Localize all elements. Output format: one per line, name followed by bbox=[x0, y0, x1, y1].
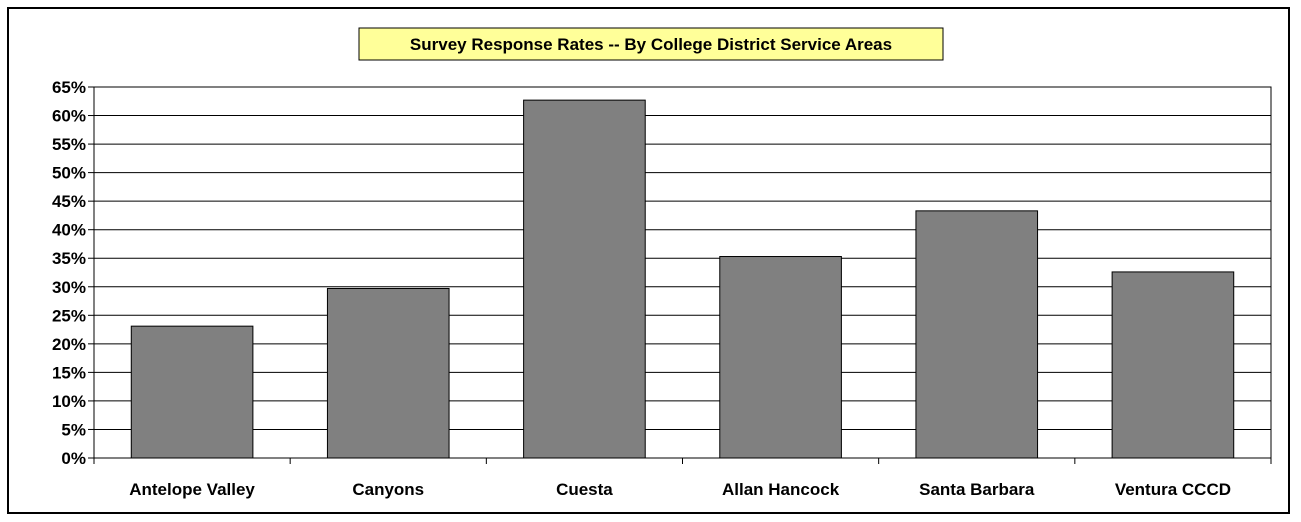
y-tick-label: 35% bbox=[52, 249, 86, 268]
y-tick-label: 20% bbox=[52, 335, 86, 354]
bar bbox=[326, 287, 450, 459]
plot-area-border bbox=[93, 86, 1272, 459]
y-tick-label: 55% bbox=[52, 135, 86, 154]
x-tick-label: Ventura CCCD bbox=[1115, 480, 1231, 499]
y-tick-label: 25% bbox=[52, 306, 86, 325]
x-tick-label: Canyons bbox=[352, 480, 424, 499]
y-tick-labels: 0% 5% 10% 15% 20% 25% 30% 35% 40% 45% 50% 55% 60% 65% bbox=[52, 78, 86, 468]
x-tick-labels: Antelope Valley Canyons Cuesta Allan Hancoc… bbox=[129, 480, 1231, 499]
x-tick-label: Antelope Valley bbox=[129, 480, 255, 499]
y-tick-label: 0% bbox=[61, 449, 86, 468]
grid-lines bbox=[94, 86, 1271, 459]
axes bbox=[88, 86, 1272, 464]
bar bbox=[523, 99, 646, 459]
y-tick-label: 60% bbox=[52, 107, 86, 126]
chart-title: Survey Response Rates -- By College Dist… bbox=[410, 35, 892, 54]
bar bbox=[915, 210, 1039, 459]
x-tick-label: Cuesta bbox=[556, 480, 613, 499]
y-tick-label: 10% bbox=[52, 392, 86, 411]
y-tick-label: 50% bbox=[52, 164, 86, 183]
x-tick-label: Allan Hancock bbox=[722, 480, 840, 499]
y-tick-label: 45% bbox=[52, 192, 86, 211]
y-tick-label: 5% bbox=[61, 420, 86, 439]
x-tick-label: Santa Barbara bbox=[919, 480, 1035, 499]
bar bbox=[719, 256, 842, 459]
chart-title-box bbox=[358, 27, 944, 61]
y-tick-label: 40% bbox=[52, 221, 86, 240]
bar bbox=[130, 325, 254, 459]
y-tick-label: 15% bbox=[52, 363, 86, 382]
y-tick-label: 30% bbox=[52, 278, 86, 297]
bar bbox=[1111, 271, 1235, 459]
bars bbox=[130, 99, 1235, 459]
y-tick-label: 65% bbox=[52, 78, 86, 97]
